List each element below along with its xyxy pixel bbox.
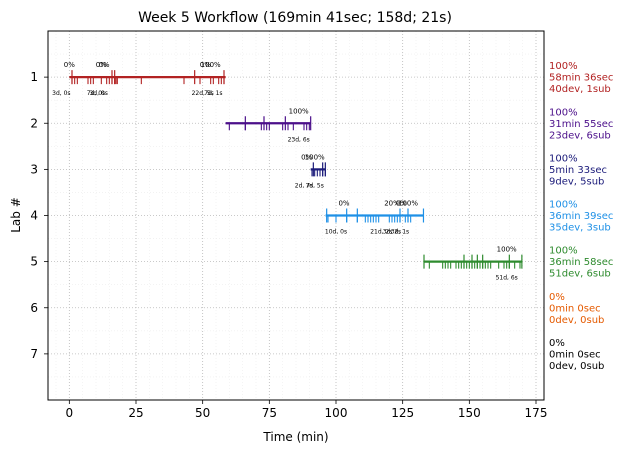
- lab-1-percent-label: 0%: [64, 61, 75, 69]
- plot-frame: [47, 30, 545, 401]
- lab-3-percent-label: 0%: [301, 153, 312, 161]
- y-tick-label: 5: [30, 255, 38, 269]
- chart-title: Week 5 Workflow (169min 41sec; 158d; 21s…: [138, 10, 452, 26]
- lab-3-duration-label: 7d, 5s: [305, 182, 323, 189]
- lab-4-duration-label: 3d, 1s: [391, 229, 409, 236]
- lab-3-summary-line: 100%: [549, 153, 578, 164]
- lab-1-percent-label: 0%: [96, 61, 107, 69]
- x-tick-label: 25: [128, 406, 143, 420]
- y-tick-label: 4: [30, 209, 38, 223]
- lab-3-summary-line: 5min 33sec: [549, 165, 607, 176]
- x-tick-label: 150: [458, 406, 481, 420]
- lab-4-summary-line: 100%: [549, 200, 578, 211]
- lab-2-summary-line: 23dev, 6sub: [549, 130, 611, 141]
- lab-1-duration-label: 3d, 0s: [52, 90, 70, 97]
- lab-1-duration-label: 7d, 1s: [204, 90, 222, 97]
- lab-7-summary-line: 0min 0sec: [549, 349, 601, 360]
- x-tick-label: 100: [325, 406, 348, 420]
- x-tick-label: 50: [195, 406, 210, 420]
- lab-6-summary-line: 0dev, 0sub: [549, 315, 604, 326]
- lab-2-summary-line: 31min 55sec: [549, 119, 613, 130]
- y-axis-label: Lab #: [9, 197, 23, 233]
- lab-6-summary-line: 0%: [549, 292, 565, 303]
- lab-2-summary-line: 100%: [549, 107, 578, 118]
- lab-4-duration-label: 21d, 2s: [370, 229, 392, 236]
- x-axis: 0 25 50 75 100 125 150 175: [66, 400, 548, 420]
- y-tick-label: 2: [30, 116, 38, 130]
- lab-4-summary-line: 35dev, 3sub: [549, 223, 611, 234]
- x-tick-label: 75: [262, 406, 277, 420]
- lab-1-summary-line: 40dev, 1sub: [549, 84, 611, 95]
- lab-3-summary-line: 9dev, 5sub: [549, 176, 604, 187]
- y-tick-label: 3: [30, 162, 38, 176]
- lab-1-duration-label: 7d, 0s: [87, 90, 105, 97]
- lab-1-summary-line: 58min 36sec: [549, 73, 613, 84]
- lab-4-duration-label: 10d, 0s: [325, 229, 347, 236]
- lab-1-summary-line: 100%: [549, 61, 578, 72]
- lab-7-summary-line: 0%: [549, 338, 565, 349]
- grid: [48, 31, 544, 400]
- lab-5-summary-line: 36min 58sec: [549, 257, 613, 268]
- lab-1-duration-label: 22d, 5s: [192, 90, 214, 97]
- lab-4-duration-label: 3d, 2s: [383, 229, 401, 236]
- x-tick-label: 0: [66, 406, 74, 420]
- x-tick-label: 175: [525, 406, 548, 420]
- lab-5-summary-line: 51dev, 6sub: [549, 269, 611, 280]
- lab-4-summary-line: 36min 39sec: [549, 211, 613, 222]
- lab-2-duration-label: 23d, 6s: [288, 136, 310, 143]
- y-tick-label: 1: [30, 70, 38, 84]
- lab-1-percent-label: 100%: [201, 61, 221, 69]
- lab-4-percent-label: 0%: [396, 200, 407, 208]
- lab-4-percent-label: 100%: [398, 200, 418, 208]
- lab-1-percent-label: 0%: [98, 61, 109, 69]
- y-axis: 1 2 3 4 5 6 7: [30, 70, 48, 361]
- lab-5-duration-label: 51d, 6s: [496, 275, 518, 282]
- x-tick-label: 125: [391, 406, 414, 420]
- lab-1-duration-label: 3d, 0s: [89, 90, 107, 97]
- lab-3-percent-label: 100%: [305, 153, 325, 161]
- lab-5-summary-line: 100%: [549, 246, 578, 257]
- lab-7-summary-line: 0dev, 0sub: [549, 361, 604, 372]
- lab-4-percent-label: 20%: [384, 200, 400, 208]
- x-axis-label: Time (min): [262, 430, 328, 444]
- lab-2-percent-label: 100%: [289, 107, 309, 115]
- y-tick-label: 6: [30, 301, 38, 315]
- lab-4-percent-label: 0%: [338, 200, 349, 208]
- lab-5-percent-label: 100%: [497, 246, 517, 254]
- lab-1-percent-label: 0%: [200, 61, 211, 69]
- lab-3-duration-label: 2d, 7s: [295, 182, 313, 189]
- y-tick-label: 7: [30, 347, 38, 361]
- lab-6-summary-line: 0min 0sec: [549, 303, 601, 314]
